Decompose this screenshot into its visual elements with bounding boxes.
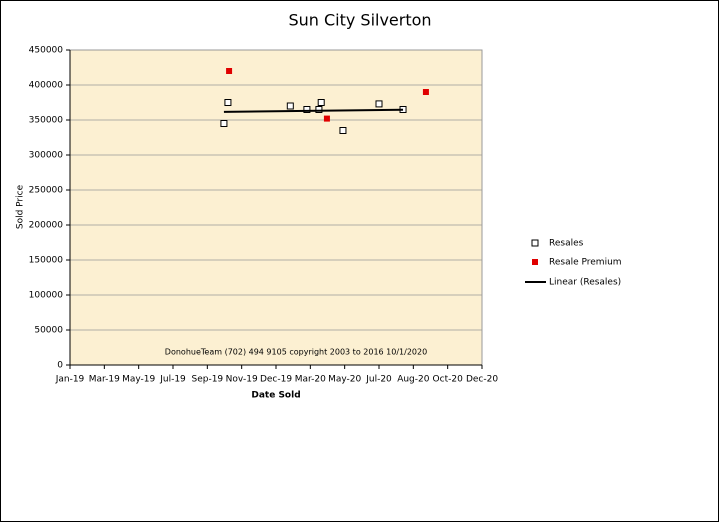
plot-area (69, 49, 483, 366)
legend-marker (532, 259, 538, 265)
point (224, 99, 232, 106)
x-tick-label: Oct-20 (433, 375, 464, 385)
y-axis-label: Sold Price (16, 184, 26, 229)
point (339, 127, 347, 134)
x-tick-label: Sep-19 (191, 375, 223, 385)
x-tick-label: May-20 (328, 375, 361, 385)
x-tick-label: Jul-19 (159, 375, 186, 385)
y-tick-label: 250000 (29, 186, 64, 196)
y-tick-label: 200000 (29, 221, 64, 231)
legend-label: Resale Premium (549, 258, 622, 268)
y-tick-label: 100000 (29, 291, 64, 301)
x-tick-label: Nov-19 (226, 375, 258, 385)
x-tick-label: Mar-20 (295, 375, 326, 385)
chart-title: Sun City Silverton (288, 11, 431, 30)
x-tick-label: Dec-20 (466, 375, 498, 385)
x-tick-label: May-19 (122, 375, 155, 385)
point (315, 106, 323, 113)
trendline (223, 108, 404, 113)
point (303, 106, 311, 113)
y-tick-label: 300000 (29, 151, 64, 161)
point (323, 115, 330, 122)
legend-marker (531, 239, 539, 247)
legend-label: Resales (549, 239, 584, 249)
annotation: DonohueTeam (702) 494 9105 copyright 200… (165, 348, 427, 357)
x-axis-label: Date Sold (251, 391, 300, 401)
y-tick-label: 0 (57, 361, 63, 371)
legend-label: Linear (Resales) (549, 278, 621, 288)
y-tick-label: 150000 (29, 256, 64, 266)
x-tick-label: Jul-20 (365, 375, 392, 385)
point (286, 102, 294, 110)
x-tick-label: Dec-19 (260, 375, 292, 385)
point (220, 120, 228, 127)
point (317, 99, 325, 106)
y-tick-label: 350000 (29, 116, 64, 126)
y-tick-label: 400000 (29, 81, 64, 91)
point (375, 100, 383, 108)
point (422, 89, 429, 95)
y-tick-label: 450000 (29, 46, 64, 56)
x-tick-label: Jan-19 (55, 375, 85, 385)
x-tick-label: Mar-19 (89, 375, 120, 385)
point (226, 68, 233, 74)
y-tick-label: 50000 (34, 326, 63, 336)
x-tick-label: Aug-20 (397, 375, 430, 385)
